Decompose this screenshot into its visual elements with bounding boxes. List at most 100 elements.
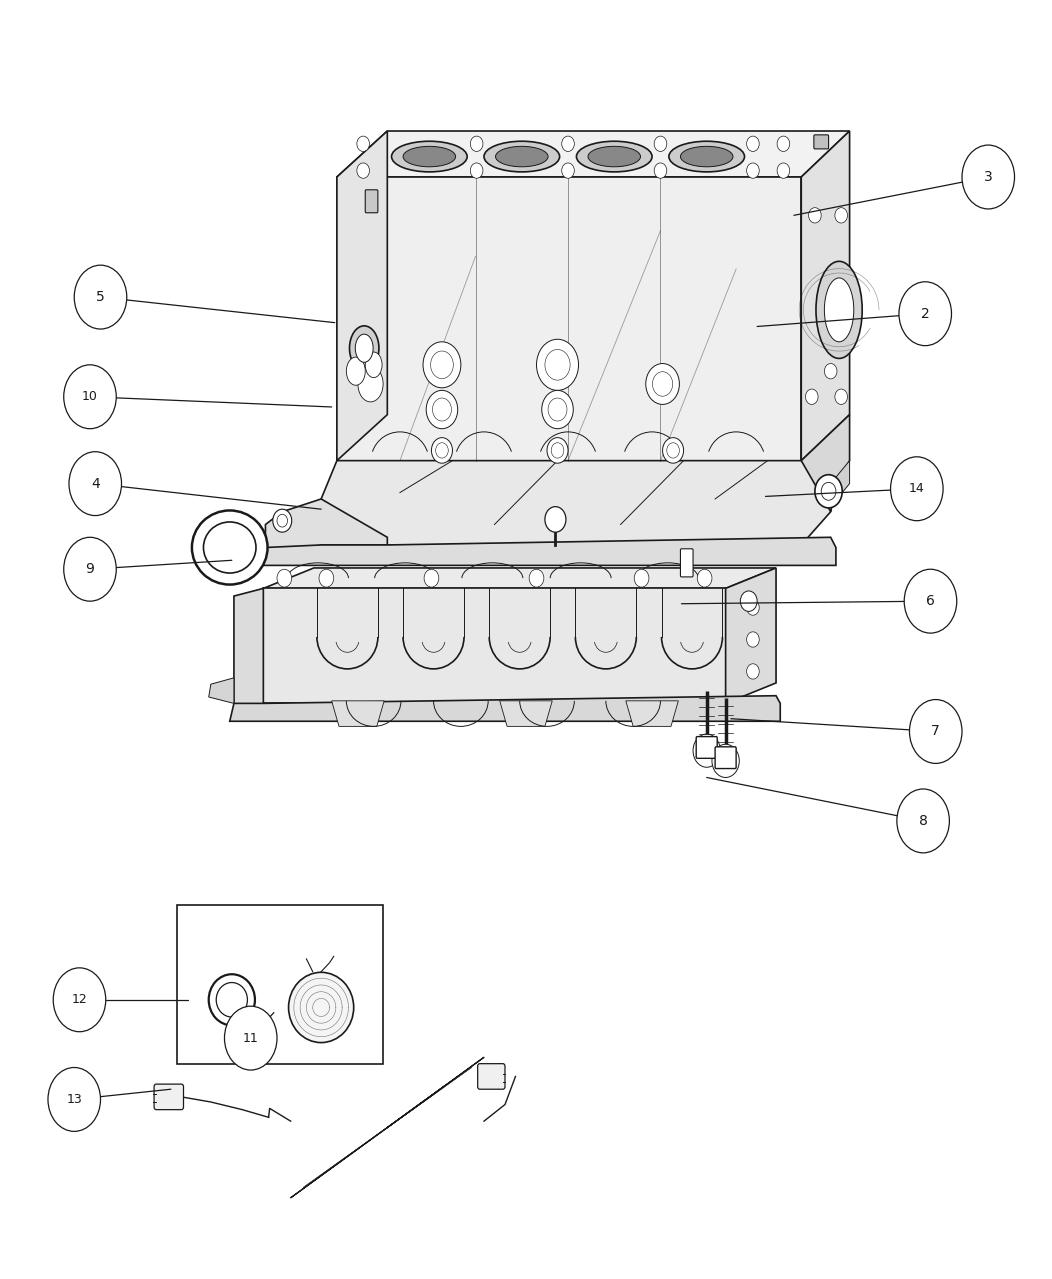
Ellipse shape xyxy=(358,366,383,402)
Polygon shape xyxy=(331,701,384,726)
Circle shape xyxy=(436,443,448,458)
Circle shape xyxy=(431,437,452,463)
Circle shape xyxy=(529,569,544,587)
Text: 7: 7 xyxy=(931,724,940,738)
Circle shape xyxy=(646,363,680,404)
Circle shape xyxy=(548,398,567,421)
Ellipse shape xyxy=(391,141,467,171)
Circle shape xyxy=(806,389,818,404)
Polygon shape xyxy=(337,177,802,460)
Circle shape xyxy=(64,365,117,428)
FancyBboxPatch shape xyxy=(478,1064,505,1090)
Polygon shape xyxy=(234,588,263,711)
Ellipse shape xyxy=(825,278,854,341)
Circle shape xyxy=(747,600,760,615)
Text: 8: 8 xyxy=(918,813,928,828)
Circle shape xyxy=(910,700,962,764)
FancyBboxPatch shape xyxy=(681,549,693,577)
Text: 4: 4 xyxy=(90,477,100,491)
Polygon shape xyxy=(208,678,234,703)
Ellipse shape xyxy=(349,326,379,371)
Circle shape xyxy=(470,136,483,151)
Circle shape xyxy=(432,398,451,421)
Circle shape xyxy=(551,443,564,458)
Polygon shape xyxy=(263,588,726,703)
Circle shape xyxy=(430,350,453,379)
Circle shape xyxy=(69,451,122,515)
Circle shape xyxy=(693,734,721,767)
Ellipse shape xyxy=(588,146,641,166)
Ellipse shape xyxy=(191,510,267,585)
Circle shape xyxy=(777,136,790,151)
Circle shape xyxy=(634,569,649,587)
Polygon shape xyxy=(263,568,776,588)
Ellipse shape xyxy=(356,334,373,362)
Polygon shape xyxy=(337,130,387,460)
Circle shape xyxy=(426,390,458,428)
Circle shape xyxy=(897,789,949,853)
Ellipse shape xyxy=(403,146,456,166)
Ellipse shape xyxy=(816,261,863,358)
Polygon shape xyxy=(337,130,850,177)
FancyBboxPatch shape xyxy=(715,747,736,769)
Circle shape xyxy=(741,591,757,611)
Text: 6: 6 xyxy=(926,595,935,609)
Polygon shape xyxy=(802,414,850,512)
Polygon shape xyxy=(321,460,831,545)
Circle shape xyxy=(652,372,672,396)
Circle shape xyxy=(962,145,1014,208)
Circle shape xyxy=(470,162,483,178)
Circle shape xyxy=(712,744,740,778)
Circle shape xyxy=(654,162,667,178)
Text: 3: 3 xyxy=(984,170,993,184)
Circle shape xyxy=(747,136,760,151)
Circle shape xyxy=(357,162,369,178)
Circle shape xyxy=(277,569,291,587)
Circle shape xyxy=(835,207,848,223)
Polygon shape xyxy=(500,701,552,726)
Text: 5: 5 xyxy=(96,290,105,304)
Circle shape xyxy=(545,506,566,532)
Circle shape xyxy=(747,632,760,647)
Circle shape xyxy=(809,207,822,223)
Circle shape xyxy=(747,162,760,178)
Circle shape xyxy=(825,363,837,379)
Polygon shape xyxy=(831,460,850,494)
Ellipse shape xyxy=(576,141,652,171)
Circle shape xyxy=(562,162,574,178)
Circle shape xyxy=(545,349,570,380)
Circle shape xyxy=(272,509,291,532)
Ellipse shape xyxy=(288,972,353,1042)
Circle shape xyxy=(319,569,333,587)
Text: 14: 14 xyxy=(909,482,925,495)
Circle shape xyxy=(905,569,956,633)
FancyBboxPatch shape xyxy=(365,189,378,212)
FancyBboxPatch shape xyxy=(177,906,383,1064)
Text: 2: 2 xyxy=(920,307,930,321)
Circle shape xyxy=(54,968,106,1032)
Polygon shape xyxy=(265,499,387,556)
Circle shape xyxy=(822,482,836,500)
Polygon shape xyxy=(626,701,679,726)
FancyBboxPatch shape xyxy=(696,737,717,758)
Circle shape xyxy=(75,265,127,329)
Ellipse shape xyxy=(669,141,745,171)
Circle shape xyxy=(562,136,574,151)
Circle shape xyxy=(899,281,951,345)
Circle shape xyxy=(424,569,439,587)
Text: 13: 13 xyxy=(66,1094,82,1106)
Text: 12: 12 xyxy=(72,994,87,1007)
Ellipse shape xyxy=(681,146,733,166)
Circle shape xyxy=(667,443,680,458)
Ellipse shape xyxy=(365,352,382,377)
Circle shape xyxy=(48,1068,101,1132)
Ellipse shape xyxy=(495,146,548,166)
Circle shape xyxy=(663,437,684,463)
Ellipse shape xyxy=(346,357,365,385)
Polygon shape xyxy=(726,568,776,703)
Polygon shape xyxy=(261,537,836,565)
FancyBboxPatch shape xyxy=(814,134,829,148)
Circle shape xyxy=(224,1007,277,1071)
Circle shape xyxy=(64,537,117,601)
Circle shape xyxy=(747,664,760,679)
